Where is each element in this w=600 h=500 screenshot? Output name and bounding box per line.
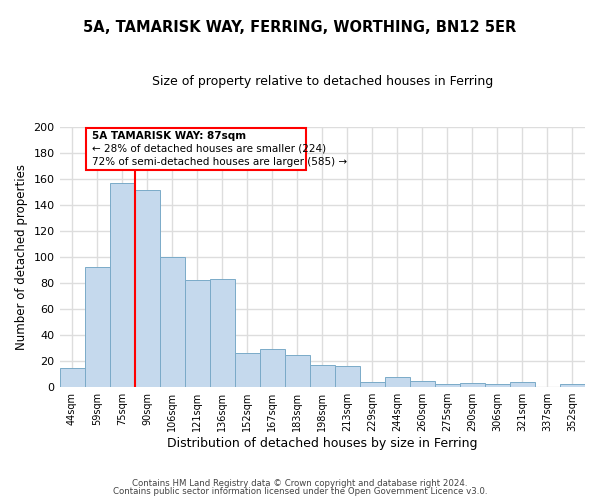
Bar — [560, 384, 585, 387]
Y-axis label: Number of detached properties: Number of detached properties — [15, 164, 28, 350]
Bar — [110, 182, 134, 387]
Text: 5A TAMARISK WAY: 87sqm: 5A TAMARISK WAY: 87sqm — [92, 130, 246, 140]
Bar — [435, 384, 460, 387]
Title: Size of property relative to detached houses in Ferring: Size of property relative to detached ho… — [152, 75, 493, 88]
Bar — [310, 365, 335, 387]
Bar — [460, 383, 485, 387]
Bar — [85, 268, 110, 387]
Text: Contains HM Land Registry data © Crown copyright and database right 2024.: Contains HM Land Registry data © Crown c… — [132, 478, 468, 488]
Text: 72% of semi-detached houses are larger (585) →: 72% of semi-detached houses are larger (… — [92, 156, 347, 166]
Bar — [160, 257, 185, 387]
Bar — [59, 368, 85, 387]
Bar — [360, 382, 385, 387]
Bar — [285, 354, 310, 387]
Bar — [385, 376, 410, 387]
Bar — [485, 384, 510, 387]
Text: 5A, TAMARISK WAY, FERRING, WORTHING, BN12 5ER: 5A, TAMARISK WAY, FERRING, WORTHING, BN1… — [83, 20, 517, 35]
Bar — [510, 382, 535, 387]
Bar — [235, 353, 260, 387]
Bar — [134, 190, 160, 387]
Text: Contains public sector information licensed under the Open Government Licence v3: Contains public sector information licen… — [113, 487, 487, 496]
Bar — [335, 366, 360, 387]
Text: ← 28% of detached houses are smaller (224): ← 28% of detached houses are smaller (22… — [92, 144, 326, 154]
Bar — [260, 350, 285, 387]
Bar — [185, 280, 209, 387]
FancyBboxPatch shape — [86, 128, 306, 170]
Bar — [410, 380, 435, 387]
Bar — [209, 279, 235, 387]
X-axis label: Distribution of detached houses by size in Ferring: Distribution of detached houses by size … — [167, 437, 478, 450]
